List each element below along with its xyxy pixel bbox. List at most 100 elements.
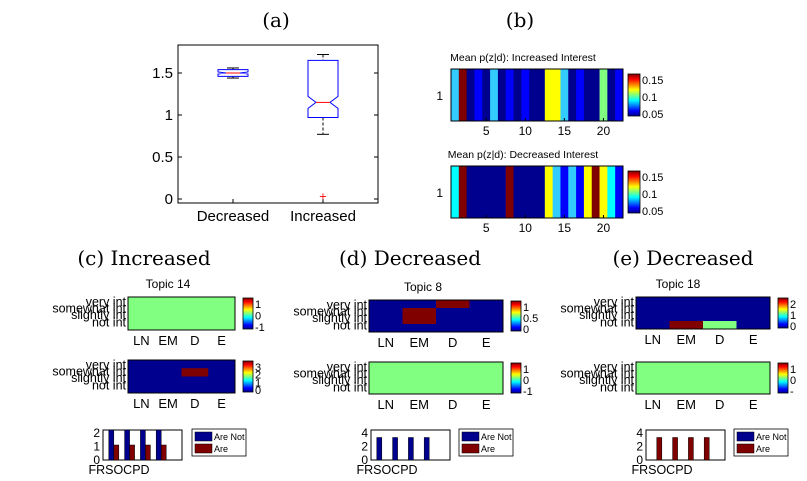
legend-swatch-are-not — [736, 431, 755, 442]
grid-cell — [669, 297, 704, 306]
colorbar-tick: -1 — [255, 322, 265, 334]
colorbar — [510, 300, 522, 332]
colorbar-tick: 0.05 — [642, 206, 663, 218]
colorbar-tick: - — [790, 386, 794, 398]
heat-cell — [544, 69, 554, 121]
y-tick-label: somewhat int — [293, 367, 367, 381]
legend-swatch-are — [461, 443, 480, 454]
heat-cell — [537, 69, 546, 121]
colorbar-tick: 0 — [523, 324, 529, 336]
grid-cell — [436, 308, 470, 317]
heat-cell — [505, 69, 514, 121]
grid-cell — [469, 324, 504, 333]
grid-cell — [669, 305, 704, 314]
grid-cell — [402, 370, 437, 379]
grid-cell — [128, 313, 156, 323]
bar-are — [672, 437, 678, 461]
bar-chart-d: FRSOCPD 420 Are Not Are — [356, 426, 514, 477]
grid-cell — [636, 378, 670, 387]
bar-chart-c: FRSOCPD 210 Are Not Are — [88, 426, 247, 477]
x-tick-label: D — [715, 397, 724, 412]
panel-c-label: (c) Increased — [77, 246, 211, 270]
colorbar — [242, 360, 254, 393]
x-tick-label: E — [749, 332, 758, 347]
x-tick-label: D — [448, 397, 457, 412]
x-tick-label: LN — [133, 396, 150, 411]
grid-cell — [154, 368, 182, 377]
grid-cell — [208, 305, 236, 314]
x-tick-label: E — [217, 333, 226, 348]
bar-are — [703, 437, 710, 461]
bar-axes — [645, 429, 726, 461]
grid-cell — [436, 378, 470, 387]
bar-are-not — [392, 437, 398, 461]
y-tick-label: 1 — [93, 440, 100, 454]
grid-cell — [703, 313, 737, 322]
legend-swatch-are — [194, 443, 213, 454]
grid-cell — [181, 376, 209, 386]
grid-cell — [208, 321, 236, 331]
grid-cell — [181, 297, 209, 306]
heat-cell — [474, 69, 483, 121]
colorbar-tick: 1 — [523, 364, 529, 376]
grid-cell — [469, 386, 504, 395]
grid-cell — [636, 321, 670, 330]
y-tick-label: slightly int — [71, 308, 126, 322]
bar-are-not — [140, 429, 146, 461]
grid-cell — [128, 368, 156, 377]
x-tick-labels: FRSOCPD — [356, 463, 417, 477]
grid-frame — [368, 361, 504, 395]
grid-cell — [402, 308, 437, 317]
bar-are-not — [408, 437, 414, 461]
colorbar-tick: 1 — [790, 364, 796, 376]
grid-cell — [703, 386, 737, 395]
y-tick-label: 4 — [361, 426, 368, 440]
grid-cell — [669, 362, 704, 371]
colorbar-tick: 0.1 — [642, 189, 657, 201]
x-tick-label: 10 — [519, 221, 533, 235]
grid-cell — [636, 362, 670, 371]
colorbar-tick: 2 — [255, 370, 261, 382]
grid-cell — [736, 370, 771, 379]
grid-cell — [181, 368, 209, 377]
bar-are — [129, 444, 135, 461]
heat-cell — [513, 69, 522, 121]
y-tick-label: not int — [333, 319, 368, 333]
y-tick-label: 1 — [436, 186, 443, 200]
heat-cell — [458, 166, 468, 218]
heat-cell — [513, 166, 522, 218]
bar-are — [113, 444, 120, 461]
grid-cell — [154, 313, 182, 323]
y-tick-label: slightly int — [312, 311, 367, 325]
heat-cell — [537, 166, 546, 218]
heat-cell — [568, 69, 577, 121]
heat-cell — [451, 166, 460, 218]
colorbar-tick: 0 — [255, 311, 261, 323]
grid-cell — [402, 378, 437, 387]
grid-cell — [703, 297, 737, 306]
heat-cell — [466, 166, 475, 218]
heat-cell — [458, 69, 468, 121]
grid-cell — [436, 362, 470, 371]
y-tick-label: 2 — [93, 426, 100, 440]
x-tick-label: LN — [644, 332, 661, 347]
heat-cell — [521, 69, 530, 121]
heat-cell — [607, 166, 616, 218]
x-tick-label: 5 — [483, 221, 490, 235]
y-tick-label: not int — [600, 316, 635, 330]
x-tick-label: E — [482, 397, 491, 412]
box — [307, 59, 339, 119]
heat-cell — [521, 166, 530, 218]
colorbar — [242, 297, 254, 330]
x-tick-label: EM — [410, 335, 430, 350]
grid-frame — [635, 296, 771, 330]
grid-cell — [128, 305, 156, 314]
grid-cell — [154, 321, 182, 331]
colorbar-tick: 1 — [523, 302, 529, 314]
mean-decreased-heatmap: Mean p(z|d): Decreased Interest 15 10 15 20… — [436, 149, 663, 235]
heat-cell — [599, 69, 608, 121]
grid-cell — [436, 300, 470, 309]
panel-d-label: (d) Decreased — [339, 246, 481, 270]
heat-cell — [560, 69, 569, 121]
